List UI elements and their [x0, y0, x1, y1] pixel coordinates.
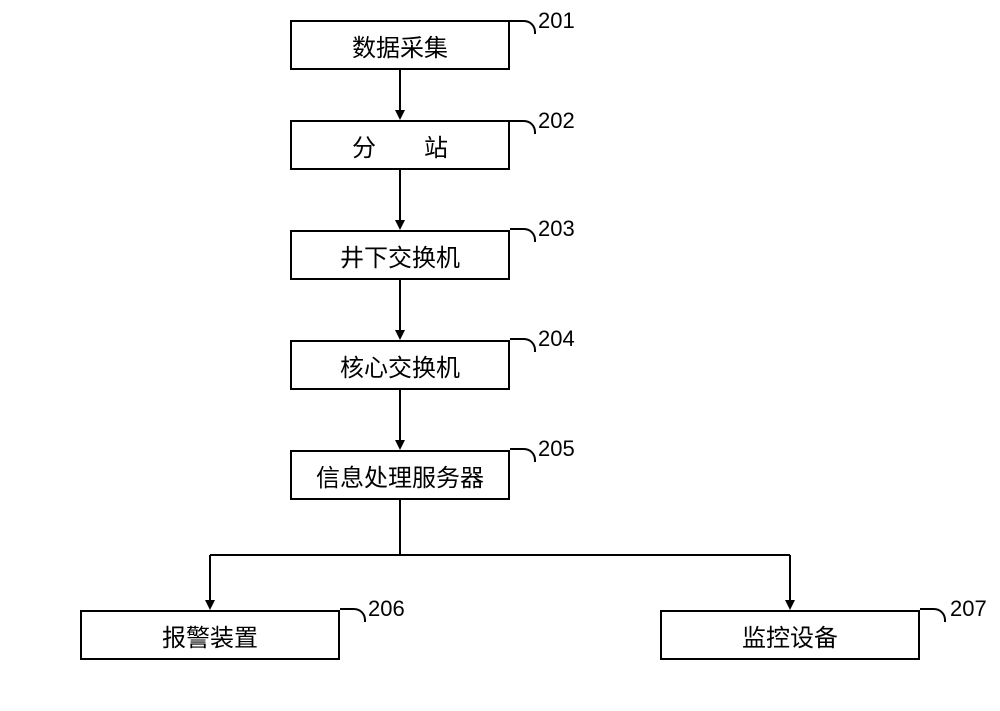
ref-label-207: 207 — [950, 596, 987, 622]
callout-hook — [340, 608, 366, 622]
node-info-server: 信息处理服务器 — [290, 450, 510, 500]
node-label: 分 站 — [352, 128, 448, 163]
node-label: 井下交换机 — [340, 238, 460, 273]
callout-hook — [510, 338, 536, 352]
callout-hook — [510, 120, 536, 134]
node-alarm-device: 报警装置 — [80, 610, 340, 660]
node-downhole-switch: 井下交换机 — [290, 230, 510, 280]
callout-hook — [510, 448, 536, 462]
ref-label-206: 206 — [368, 596, 405, 622]
ref-label-202: 202 — [538, 108, 575, 134]
node-label: 报警装置 — [162, 618, 258, 653]
node-label: 核心交换机 — [340, 348, 460, 383]
node-label: 信息处理服务器 — [316, 458, 484, 493]
node-label: 数据采集 — [352, 28, 448, 63]
node-core-switch: 核心交换机 — [290, 340, 510, 390]
ref-label-204: 204 — [538, 326, 575, 352]
callout-hook — [510, 20, 536, 34]
ref-label-201: 201 — [538, 8, 575, 34]
node-label: 监控设备 — [742, 618, 838, 653]
ref-label-205: 205 — [538, 436, 575, 462]
ref-label-203: 203 — [538, 216, 575, 242]
node-monitor-device: 监控设备 — [660, 610, 920, 660]
callout-hook — [510, 228, 536, 242]
node-data-collection: 数据采集 — [290, 20, 510, 70]
callout-hook — [920, 608, 946, 622]
node-substation: 分 站 — [290, 120, 510, 170]
